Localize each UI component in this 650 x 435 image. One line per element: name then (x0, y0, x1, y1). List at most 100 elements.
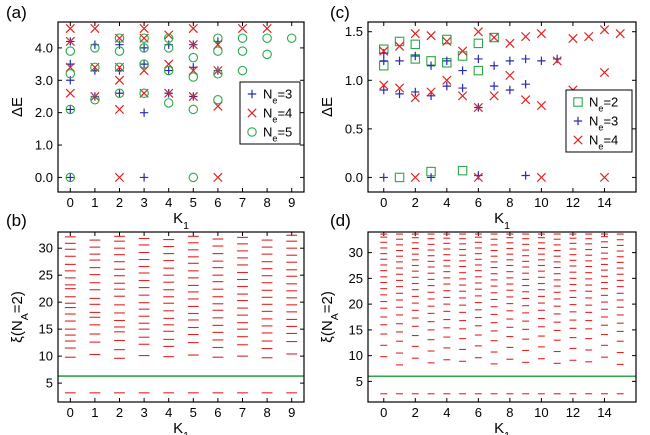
data-point (262, 33, 272, 43)
data-point (521, 79, 530, 89)
data-point (163, 43, 174, 53)
data-point (66, 173, 75, 182)
series-circle (65, 33, 297, 183)
data-point (489, 32, 499, 43)
data-point (237, 46, 248, 56)
x-tick-label: 8 (263, 195, 270, 210)
x-tick-label: 1 (91, 195, 98, 210)
data-point (489, 32, 499, 43)
data-point (489, 61, 499, 70)
y-tick-label: 25 (39, 268, 53, 283)
data-point (599, 25, 610, 35)
y-tick-label: 25 (349, 271, 363, 286)
data-point (458, 66, 467, 75)
data-point (164, 66, 173, 75)
data-point (164, 88, 174, 98)
data-point (395, 89, 404, 99)
data-point (114, 46, 125, 56)
x-axis-title: K1 (173, 420, 189, 435)
data-point (65, 172, 76, 183)
data-point (536, 29, 547, 39)
legend-marker (573, 97, 583, 107)
data-point (139, 173, 149, 182)
data-point (426, 87, 436, 97)
data-point (213, 65, 223, 76)
x-tick-label: 1 (91, 405, 98, 420)
data-point (457, 46, 468, 56)
data-point (188, 91, 198, 102)
plot-frame (367, 21, 637, 193)
data-point (115, 89, 124, 98)
legend-marker (247, 89, 257, 99)
data-point (139, 88, 149, 98)
y-tick-label: 4.0 (35, 40, 53, 55)
x-tick-label: 0 (67, 195, 74, 210)
data-point (164, 30, 174, 40)
series-plus (66, 37, 223, 182)
data-point (505, 56, 515, 66)
legend-marker (247, 127, 257, 137)
data-point (114, 33, 125, 43)
y-tick-label: 0.0 (345, 170, 363, 185)
data-point (505, 85, 515, 95)
data-point (139, 43, 149, 53)
legend-label: Ne=3 (263, 87, 292, 106)
x-tick-label: 4 (165, 195, 172, 210)
data-point (188, 72, 199, 82)
data-point (163, 98, 174, 108)
data-point (237, 33, 248, 43)
data-point (237, 65, 248, 76)
y-tick-label: 3.0 (35, 73, 53, 88)
data-point (394, 41, 405, 51)
x-tick-label: 6 (214, 405, 221, 420)
y-tick-label: 1.5 (345, 24, 363, 39)
x-tick-label: 5 (190, 405, 197, 420)
panel-label: (c) (330, 3, 350, 22)
data-point (66, 105, 75, 114)
data-point (139, 23, 149, 34)
x-tick-label: 0 (380, 405, 387, 420)
data-point (188, 23, 198, 34)
data-point (65, 23, 75, 34)
data-point (426, 91, 436, 101)
data-point (473, 102, 483, 113)
data-point (213, 172, 223, 183)
spectrum-levels (64, 234, 298, 394)
x-tick-label: 12 (566, 405, 580, 420)
data-point (394, 83, 405, 93)
data-point (457, 51, 468, 61)
data-point (188, 172, 199, 183)
data-point (442, 75, 452, 85)
y-tick-label: 20 (39, 295, 53, 310)
x-tick-label: 0 (380, 195, 387, 210)
data-point (163, 65, 174, 76)
panel-label: (d) (330, 211, 351, 230)
data-point (65, 46, 76, 56)
x-tick-label: 3 (140, 195, 147, 210)
data-point (65, 36, 75, 47)
data-point (615, 29, 625, 39)
panel-label: (a) (6, 3, 27, 22)
panel-c: (c) 0 2 4 6 8 10 12 14 0.0 0.5 1.0 1.5 K1 ΔE Ne=2Ne=3Ne… (319, 3, 637, 232)
y-axis-title: ΔE (9, 97, 26, 117)
data-point (213, 94, 223, 105)
data-point (379, 48, 388, 58)
y-tick-label: 0.0 (35, 170, 53, 185)
x-tick-label: 8 (506, 195, 513, 210)
x-tick-label: 10 (534, 405, 548, 420)
y-tick-label: 30 (39, 241, 53, 256)
x-tick-label: 0 (67, 405, 74, 420)
x-axis-title: K1 (173, 210, 189, 232)
data-point (410, 39, 421, 50)
data-point (505, 38, 515, 48)
x-tick-label: 8 (506, 405, 513, 420)
y-tick-label: 5 (46, 376, 53, 391)
data-point (213, 69, 223, 79)
data-point (90, 43, 100, 53)
data-point (411, 87, 420, 97)
legend-marker (247, 108, 257, 118)
legend-label: Ne=4 (589, 133, 618, 152)
data-point (379, 56, 388, 66)
legend: Ne=3Ne=4Ne=5 (239, 81, 301, 145)
data-point (442, 36, 452, 47)
